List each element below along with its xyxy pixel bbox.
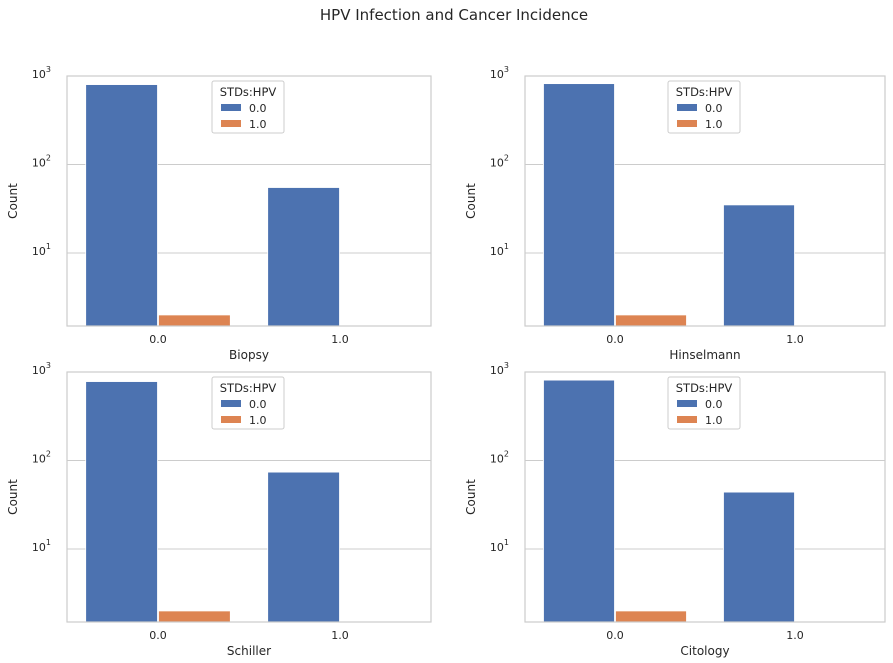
legend-swatch [221, 416, 241, 423]
legend-swatch [221, 120, 241, 127]
y-tick-label: 101 [32, 538, 51, 554]
bar[interactable] [543, 379, 615, 623]
x-tick-label: 1.0 [786, 333, 804, 346]
legend-title: STDs:HPV [676, 85, 733, 99]
bar[interactable] [615, 610, 687, 623]
y-tick-label: 103 [490, 361, 509, 377]
chart-panel: 101 102 103 0.0 1.0 Hinselmann Count STDs:HPV 0.… [464, 65, 886, 362]
y-tick-label: 101 [490, 538, 509, 554]
bar[interactable] [267, 187, 340, 327]
legend-swatch [677, 104, 697, 111]
legend-label: 0.0 [249, 102, 267, 115]
x-tick-label: 1.0 [331, 333, 349, 346]
plot-frame [66, 75, 432, 327]
legend-swatch [677, 400, 697, 407]
y-axis-label: Count [6, 479, 20, 515]
x-tick-label: 1.0 [786, 629, 804, 642]
bar[interactable] [267, 471, 340, 623]
x-tick-label: 0.0 [606, 629, 624, 642]
y-tick-label: 103 [490, 65, 509, 81]
y-tick-label: 101 [490, 242, 509, 258]
chart-panel: 101 102 103 0.0 1.0 Biopsy Count STDs:HPV 0.0 1.0 [6, 65, 432, 362]
legend-title: STDs:HPV [220, 85, 277, 99]
y-tick-label: 102 [32, 450, 51, 466]
legend-swatch [221, 400, 241, 407]
legend-label: 0.0 [705, 102, 723, 115]
legend-swatch [677, 120, 697, 127]
y-axis-label: Count [464, 183, 478, 219]
x-tick-label: 1.0 [331, 629, 349, 642]
bar[interactable] [723, 491, 795, 623]
y-axis-label: Count [464, 479, 478, 515]
legend-label: 1.0 [705, 414, 723, 427]
chart-panel: 101 102 103 0.0 1.0 Schiller Count STDs:HPV 0.0 1… [6, 361, 432, 658]
legend: STDs:HPV 0.0 1.0 [667, 376, 741, 430]
chart-panel: 101 102 103 0.0 1.0 Citology Count STDs:HPV 0.0 1… [464, 361, 886, 658]
bar[interactable] [158, 610, 231, 623]
y-tick-label: 101 [32, 242, 51, 258]
plot-frame [524, 371, 886, 623]
bar[interactable] [158, 314, 231, 327]
x-axis-label: Schiller [227, 644, 271, 658]
bar[interactable] [85, 381, 158, 623]
x-axis-label: Biopsy [229, 348, 269, 362]
legend-swatch [677, 416, 697, 423]
figure-title: HPV Infection and Cancer Incidence [320, 6, 588, 24]
y-tick-label: 103 [32, 65, 51, 81]
y-tick-label: 102 [490, 154, 509, 170]
legend-title: STDs:HPV [676, 381, 733, 395]
legend: STDs:HPV 0.0 1.0 [667, 80, 741, 134]
x-axis-label: Citology [680, 644, 729, 658]
legend: STDs:HPV 0.0 1.0 [211, 80, 285, 134]
legend: STDs:HPV 0.0 1.0 [211, 376, 285, 430]
bar[interactable] [723, 204, 795, 327]
y-tick-label: 103 [32, 361, 51, 377]
bar[interactable] [615, 314, 687, 327]
x-tick-label: 0.0 [149, 629, 167, 642]
legend-swatch [221, 104, 241, 111]
legend-title: STDs:HPV [220, 381, 277, 395]
bar[interactable] [85, 84, 158, 327]
y-tick-label: 102 [32, 154, 51, 170]
x-axis-label: Hinselmann [669, 348, 740, 362]
y-tick-label: 102 [490, 450, 509, 466]
legend-label: 1.0 [249, 118, 267, 131]
legend-label: 1.0 [705, 118, 723, 131]
y-axis-label: Count [6, 183, 20, 219]
plot-frame [524, 75, 886, 327]
legend-label: 1.0 [249, 414, 267, 427]
x-tick-label: 0.0 [606, 333, 624, 346]
legend-label: 0.0 [249, 398, 267, 411]
bar[interactable] [543, 83, 615, 327]
x-tick-label: 0.0 [149, 333, 167, 346]
legend-label: 0.0 [705, 398, 723, 411]
plot-frame [66, 371, 432, 623]
